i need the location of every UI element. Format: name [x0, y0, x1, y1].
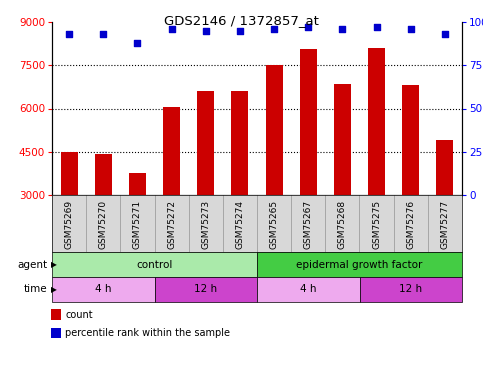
- Point: [339, 26, 346, 32]
- Bar: [95, 154, 112, 195]
- Point: [65, 31, 73, 37]
- Text: GSM75275: GSM75275: [372, 200, 381, 249]
- Bar: [51, 328, 61, 338]
- Point: [407, 26, 414, 32]
- Bar: [197, 91, 214, 195]
- Text: 12 h: 12 h: [194, 285, 217, 294]
- Text: GSM75269: GSM75269: [65, 200, 73, 249]
- Text: GSM75274: GSM75274: [235, 200, 244, 249]
- Text: time: time: [24, 285, 47, 294]
- Bar: [60, 152, 78, 195]
- Text: count: count: [65, 310, 93, 320]
- Text: GSM75265: GSM75265: [270, 200, 279, 249]
- Point: [134, 40, 142, 46]
- Text: ▶: ▶: [51, 285, 57, 294]
- Bar: [155, 277, 257, 302]
- Bar: [231, 91, 248, 195]
- Text: GSM75267: GSM75267: [304, 200, 313, 249]
- Bar: [402, 86, 419, 195]
- Text: 4 h: 4 h: [95, 285, 112, 294]
- Text: 4 h: 4 h: [300, 285, 316, 294]
- Text: GSM75271: GSM75271: [133, 200, 142, 249]
- Point: [304, 24, 312, 30]
- Bar: [359, 277, 462, 302]
- Text: agent: agent: [17, 260, 47, 270]
- Bar: [52, 252, 257, 277]
- Text: 12 h: 12 h: [399, 285, 422, 294]
- Bar: [334, 84, 351, 195]
- Bar: [368, 48, 385, 195]
- Text: GSM75277: GSM75277: [440, 200, 449, 249]
- Text: control: control: [136, 260, 173, 270]
- Point: [236, 28, 244, 34]
- Text: ▶: ▶: [51, 260, 57, 269]
- Bar: [257, 252, 462, 277]
- Bar: [436, 140, 454, 195]
- Text: percentile rank within the sample: percentile rank within the sample: [65, 328, 230, 338]
- Bar: [257, 277, 359, 302]
- Text: GSM75268: GSM75268: [338, 200, 347, 249]
- Point: [99, 31, 107, 37]
- Bar: [51, 309, 61, 320]
- Bar: [163, 107, 180, 195]
- Text: epidermal growth factor: epidermal growth factor: [296, 260, 423, 270]
- Point: [202, 28, 210, 34]
- Bar: [129, 173, 146, 195]
- Text: GDS2146 / 1372857_at: GDS2146 / 1372857_at: [164, 14, 319, 27]
- Text: GSM75276: GSM75276: [406, 200, 415, 249]
- Bar: [266, 65, 283, 195]
- Text: GSM75273: GSM75273: [201, 200, 210, 249]
- Text: GSM75270: GSM75270: [99, 200, 108, 249]
- Bar: [52, 277, 155, 302]
- Bar: [300, 50, 317, 195]
- Point: [270, 26, 278, 32]
- Point: [168, 26, 175, 32]
- Point: [441, 31, 449, 37]
- Text: GSM75272: GSM75272: [167, 200, 176, 249]
- Point: [373, 24, 381, 30]
